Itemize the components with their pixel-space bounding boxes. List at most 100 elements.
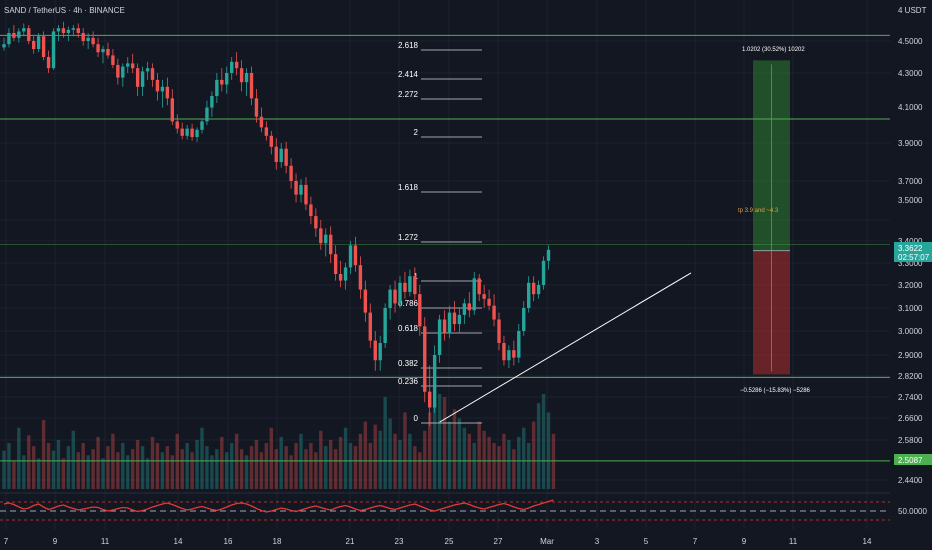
y-tick-label: 3.5000 [898,196,923,205]
candle-body [185,128,189,136]
volume-bar [61,458,66,489]
candle-body [413,276,417,295]
candle-body [81,33,85,41]
rsi-pane [0,499,890,521]
volume-bar [418,452,422,489]
candle-body [289,165,293,181]
volume-bar [437,394,442,489]
volume-bar [111,433,115,489]
candle-body [299,184,303,195]
volume-bar [477,421,481,489]
candle-body [418,294,422,327]
candle-body [319,228,323,244]
volume-bar [329,439,333,489]
fib-level-label: 0.786 [398,299,419,308]
volume-bar [91,449,95,489]
candle-body [225,73,229,85]
candle-body [210,96,214,108]
volume-bar [106,446,110,489]
long-position-tool[interactable] [753,60,790,375]
candle-body [536,285,541,295]
volume-bar [373,424,377,489]
candle-body [279,148,283,162]
grid [0,0,890,530]
y-tick-label: 3.2000 [898,281,923,290]
candle-body [96,44,100,53]
volume-bar [76,452,80,489]
volume-bar [210,455,214,489]
volume-bar [145,458,150,489]
candle-body [116,65,120,78]
volume-bar [230,443,234,489]
candle-body [131,63,135,69]
volume-bar [319,430,323,489]
volume-bar [32,446,36,489]
volume-bar [393,433,397,489]
volume-bar [259,452,264,489]
volume-bar [457,418,462,489]
time-axis[interactable]: 7 9 11 14 16 18 21 23 25 27 Mar 3 5 7 9 11 14 [4,537,872,546]
volume-bar [368,443,372,489]
volume-bar [467,433,471,489]
candle-body [442,319,447,334]
candle-body [502,343,506,361]
candle-body [195,129,199,137]
x-tick-label: 23 [395,537,404,546]
candle-body [239,68,244,83]
y-tick-label: 2.7400 [898,393,923,402]
candle-body [403,282,407,292]
volume-bar [358,433,363,489]
candle-body [378,343,382,361]
volume-bar [150,436,155,489]
y-tick-label: 3.9000 [898,139,923,148]
candle-body [527,282,531,308]
horizontal-levels[interactable] [0,34,890,462]
candle-body [32,41,36,49]
candle-body [175,121,179,129]
volume-bar [432,403,437,489]
candle-body [541,260,546,285]
volume-bar [56,439,61,489]
volume-bar [96,436,100,489]
x-tick-label: 11 [101,537,110,546]
volume-bar [116,452,120,489]
candle-body [22,28,26,32]
candle-body [259,116,264,128]
trendline[interactable] [439,272,692,423]
candle-body [388,289,392,308]
x-tick-label: 9 [53,537,58,546]
candle-body [368,312,372,341]
candle-body [7,33,11,45]
candle-body [423,326,427,392]
volume-bar [269,427,273,489]
candle-body [244,73,249,83]
fibonacci-extension[interactable]: 2.6182.4142.27221.6181.27210.7860.6180.3… [398,41,482,424]
candle-body [140,71,145,87]
volume-bar [225,452,229,489]
level-badge: 2.5087 [894,454,932,465]
y-tick-label: 3.1000 [898,304,923,313]
x-tick-label: 21 [346,537,355,546]
volume-bar [546,412,551,489]
volume-bar [12,461,16,489]
fib-level-label: 1.272 [398,233,419,242]
volume-bar [531,421,536,489]
x-tick-label: 16 [224,537,233,546]
volume-bar [388,418,392,489]
price-axis[interactable]: 4.5000 4.3000 4.1000 3.9000 3.7000 3.5000 3.40… [890,0,932,550]
volume-bar [279,436,283,489]
volume-bar [507,439,511,489]
volume-bar [155,443,160,489]
candle-body [462,303,467,315]
volume-bar [239,449,244,489]
candle-body [492,305,496,320]
x-tick-label: 18 [273,537,282,546]
candle-body [437,319,442,355]
x-tick-label: 14 [863,537,872,546]
volume-bar [215,449,219,489]
volume-bar [190,452,194,489]
candle-body [269,135,273,147]
candle-body [165,86,170,99]
volume-bar [81,443,85,489]
